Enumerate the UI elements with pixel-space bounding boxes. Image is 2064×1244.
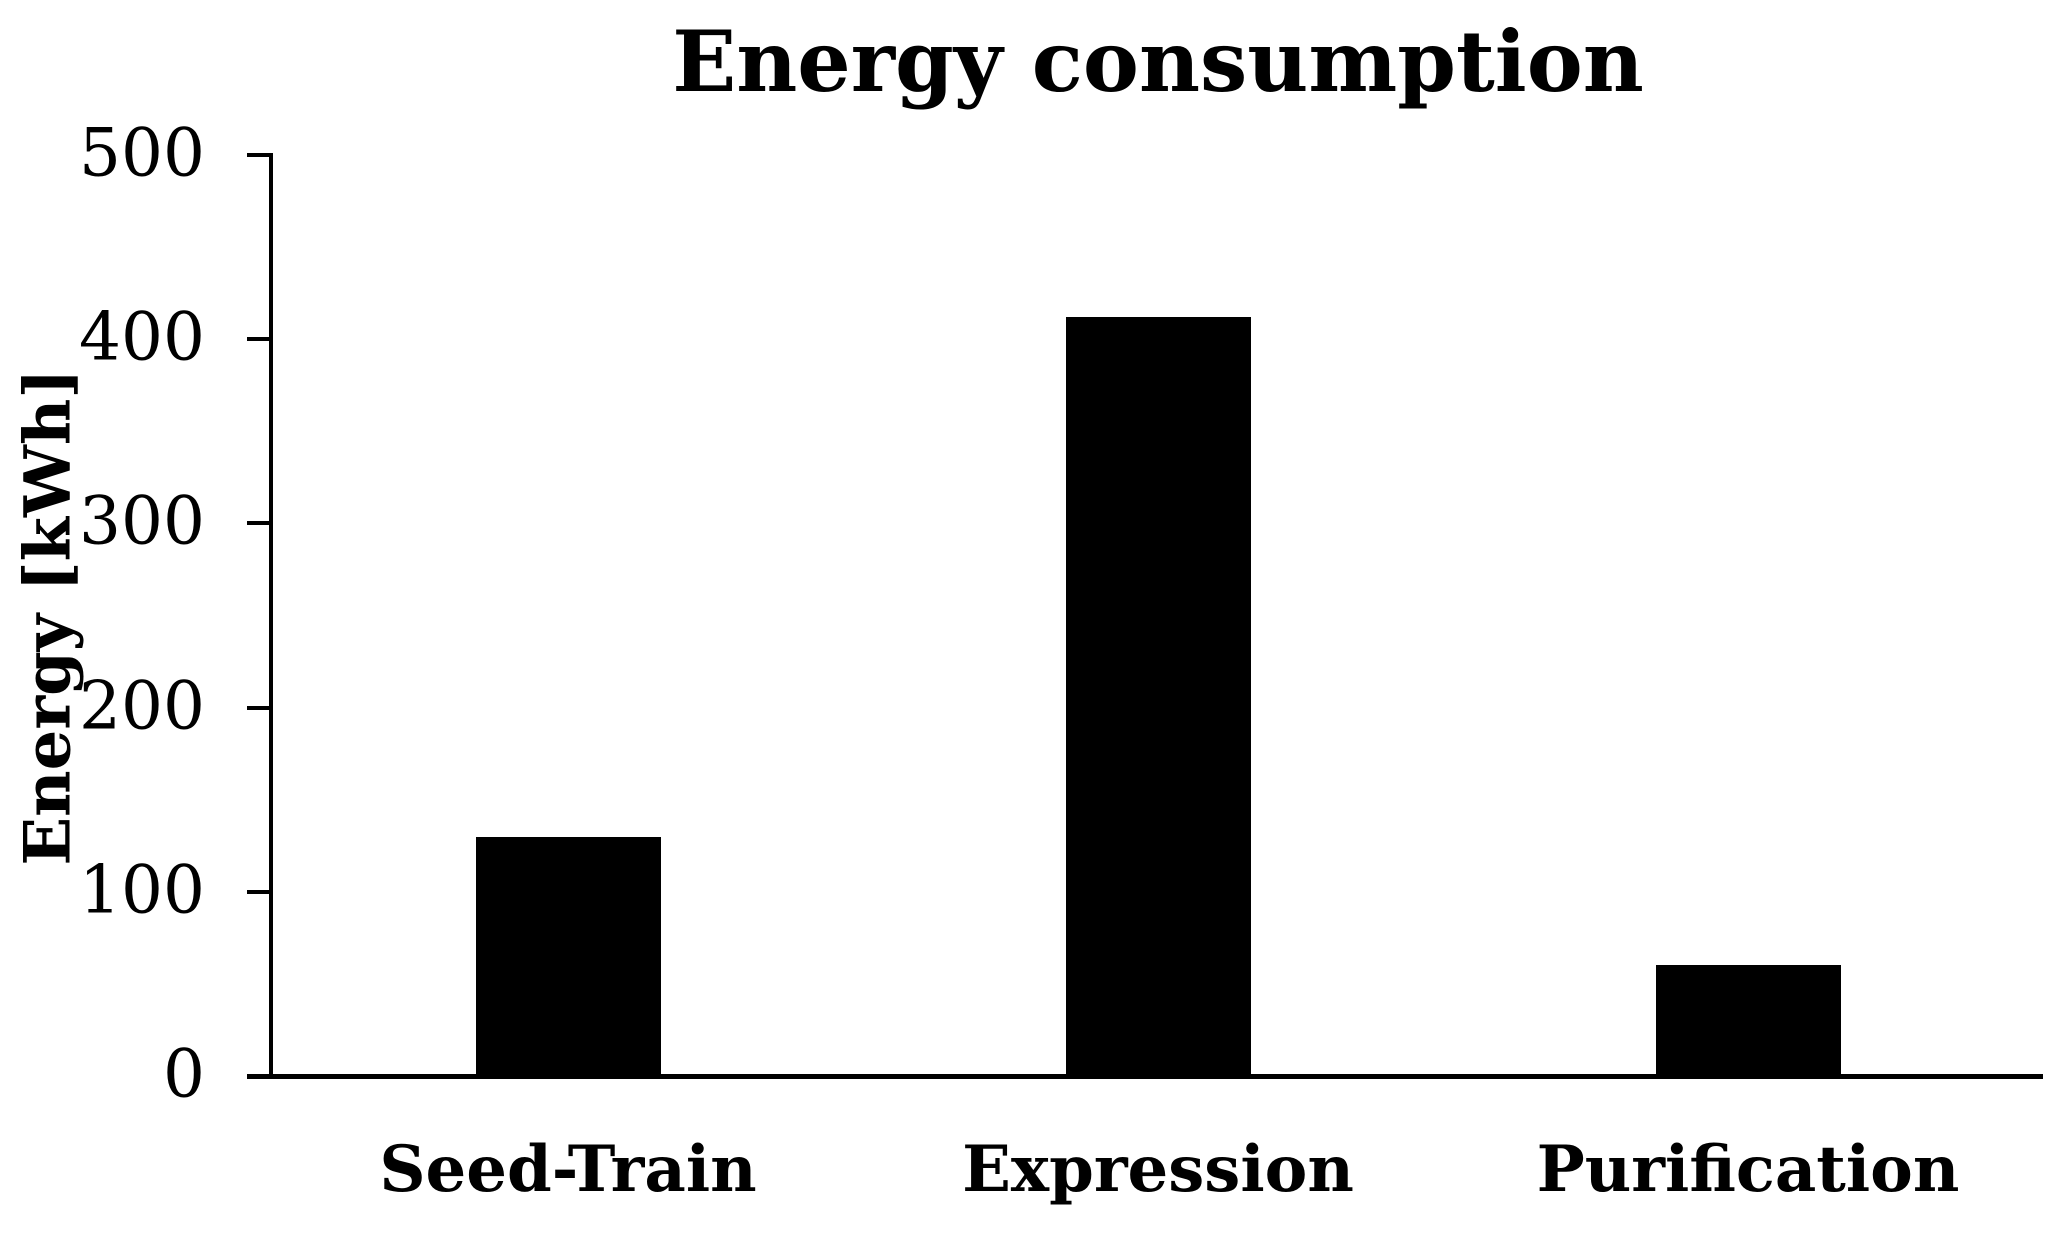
y-tick-mark	[247, 153, 271, 157]
bar-purification	[1655, 965, 1841, 1076]
y-tick-mark	[247, 889, 271, 894]
y-tick-label: 400	[79, 298, 205, 376]
x-category-label: Purification	[1536, 1132, 1960, 1207]
x-category-label: Seed-Train	[379, 1132, 757, 1207]
y-tick-mark	[247, 705, 271, 710]
y-axis-line	[269, 153, 273, 1078]
y-tick-label: 200	[79, 667, 205, 745]
y-tick-mark	[247, 521, 271, 526]
y-tick-label: 0	[163, 1035, 205, 1113]
y-tick-mark	[247, 337, 271, 342]
y-tick-label: 300	[79, 483, 205, 561]
chart-title: Energy consumption	[672, 12, 1644, 111]
y-tick-label: 100	[79, 851, 205, 929]
bar-expression	[1065, 317, 1251, 1076]
x-axis-line	[247, 1074, 2043, 1079]
x-category-label: Expression	[962, 1132, 1354, 1207]
bar-seed-train	[475, 836, 661, 1076]
y-axis-title: Energy [kWh]	[10, 368, 86, 866]
y-tick-label: 500	[79, 114, 205, 192]
